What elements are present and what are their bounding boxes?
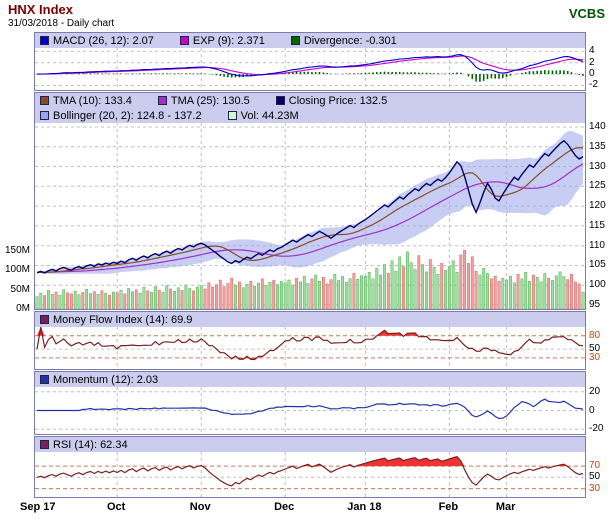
legend-label: Bollinger (20, 2): 124.8 - 137.2 [53,109,202,122]
price-legend-row2: Bollinger (20, 2): 124.8 - 137.2 Vol: 44… [35,108,585,123]
tma25-swatch-icon [157,96,167,105]
divergence-swatch-icon [290,36,300,45]
y-tick-label: 70 [589,460,601,472]
y-tick-label: 30 [589,482,601,494]
month-label: Oct [107,501,126,513]
y-tick-label: 130 [589,160,606,172]
y-tick-label: 120 [589,200,606,212]
rsi-swatch-icon [40,440,49,449]
volume-swatch-icon [227,111,237,120]
chart-title: HNX Index [8,2,74,17]
y-tick-label: 100 [589,279,606,291]
month-label: Dec [274,501,295,513]
volume-tick-label: 100M [4,264,30,276]
legend-label: Closing Price: 132.5 [288,94,388,107]
mfi-legend: Money Flow Index (14): 69.9 [35,312,585,327]
mfi-panel: Money Flow Index (14): 69.9 [34,311,586,370]
legend-item-rsi: RSI (14): 62.34 [40,439,128,451]
chart-subtitle: 31/03/2018 - Daily chart [8,18,115,29]
legend-label: EXP (9): 2.371 [192,34,265,47]
legend-label: RSI (14): 62.34 [53,438,128,451]
y-tick-label: 0 [589,68,595,80]
y-tick-label: 115 [589,219,605,231]
legend-item-exp: EXP (9): 2.371 [179,34,265,47]
legend-label: TMA (10): 133.4 [53,94,132,107]
legend-label: MACD (26, 12): 2.07 [53,34,154,47]
y-tick-label: -2 [589,79,598,91]
y-tick-label: 125 [589,180,606,192]
momentum-panel: Momentum (12): 2.03 [34,371,586,435]
y-tick-label: 135 [589,140,606,152]
y-tick-label: 50 [589,471,601,483]
month-label: Sep 17 [20,501,56,513]
y-tick-label: 2 [589,56,595,68]
price-chart [35,123,585,309]
momentum-chart [35,387,585,434]
legend-label: Money Flow Index (14): 69.9 [53,313,193,326]
month-label: Feb [438,501,459,513]
rsi-panel: RSI (14): 62.34 [34,436,586,498]
macd-legend: MACD (26, 12): 2.07 EXP (9): 2.371 Diver… [35,33,585,48]
tma10-swatch-icon [40,96,49,105]
macd-panel: MACD (26, 12): 2.07 EXP (9): 2.371 Diver… [34,32,586,91]
legend-label: Momentum (12): 2.03 [53,373,159,386]
y-tick-label: 110 [589,239,605,251]
exp-swatch-icon [179,36,189,45]
y-tick-label: 0 [589,404,595,416]
y-tick-label: 80 [589,329,601,341]
bollinger-swatch-icon [40,111,49,120]
y-tick-label: -20 [589,423,604,435]
rsi-chart [35,452,585,497]
y-tick-label: 105 [589,259,606,271]
legend-label: Vol: 44.23M [240,109,299,122]
y-tick-label: 50 [589,343,601,355]
month-label: Mar [495,501,516,513]
y-tick-label: 95 [589,299,601,311]
macd-swatch-icon [40,36,49,45]
legend-item-volume: Vol: 44.23M [227,109,299,122]
legend-item-macd: MACD (26, 12): 2.07 [40,35,154,47]
legend-item-momentum: Momentum (12): 2.03 [40,374,158,386]
chart-header: HNX Index 31/03/2018 - Daily chart VCBS [8,2,607,30]
momentum-swatch-icon [40,375,49,384]
legend-item-tma10: TMA (10): 133.4 [40,95,132,107]
legend-label: TMA (25): 130.5 [170,94,250,107]
closing-price-swatch-icon [275,96,285,105]
momentum-legend: Momentum (12): 2.03 [35,372,585,387]
y-tick-label: 4 [589,45,595,57]
brand-logo: VCBS [568,6,605,21]
mfi-chart [35,327,585,369]
macd-chart [35,48,585,90]
legend-item-tma25: TMA (25): 130.5 [157,94,250,107]
price-legend-row1: TMA (10): 133.4 TMA (25): 130.5 Closing … [35,93,585,108]
legend-item-close: Closing Price: 132.5 [275,94,388,107]
volume-tick-label: 50M [10,283,30,295]
y-tick-label: 140 [589,120,606,132]
y-tick-label: 20 [589,385,601,397]
legend-item-divergence: Divergence: -0.301 [290,34,397,47]
month-label: Jan 18 [347,501,382,513]
legend-label: Divergence: -0.301 [303,34,397,47]
price-panel: TMA (10): 133.4 TMA (25): 130.5 Closing … [34,92,586,310]
legend-item-bollinger: Bollinger (20, 2): 124.8 - 137.2 [40,110,202,122]
rsi-legend: RSI (14): 62.34 [35,437,585,452]
month-label: Nov [189,501,211,513]
volume-tick-label: 0M [16,303,30,314]
volume-tick-label: 150M [4,245,30,256]
mfi-swatch-icon [40,315,49,324]
y-tick-label: 30 [589,351,601,363]
legend-item-mfi: Money Flow Index (14): 69.9 [40,314,192,326]
